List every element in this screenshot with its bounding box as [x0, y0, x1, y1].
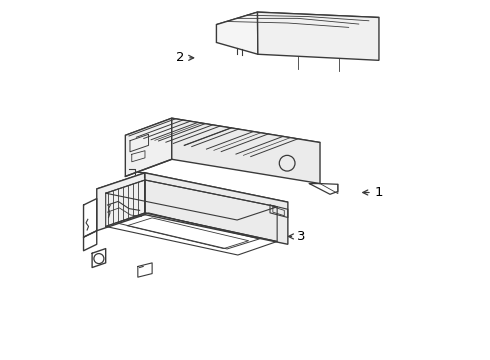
- Polygon shape: [125, 118, 172, 176]
- Polygon shape: [145, 173, 288, 244]
- Polygon shape: [125, 118, 320, 160]
- Polygon shape: [258, 12, 379, 60]
- Text: 2: 2: [176, 51, 194, 64]
- Polygon shape: [97, 173, 288, 218]
- Polygon shape: [217, 12, 379, 31]
- Text: 3: 3: [289, 230, 306, 243]
- Text: 1: 1: [363, 186, 383, 199]
- Polygon shape: [97, 173, 145, 231]
- Polygon shape: [217, 12, 258, 54]
- Polygon shape: [172, 118, 320, 184]
